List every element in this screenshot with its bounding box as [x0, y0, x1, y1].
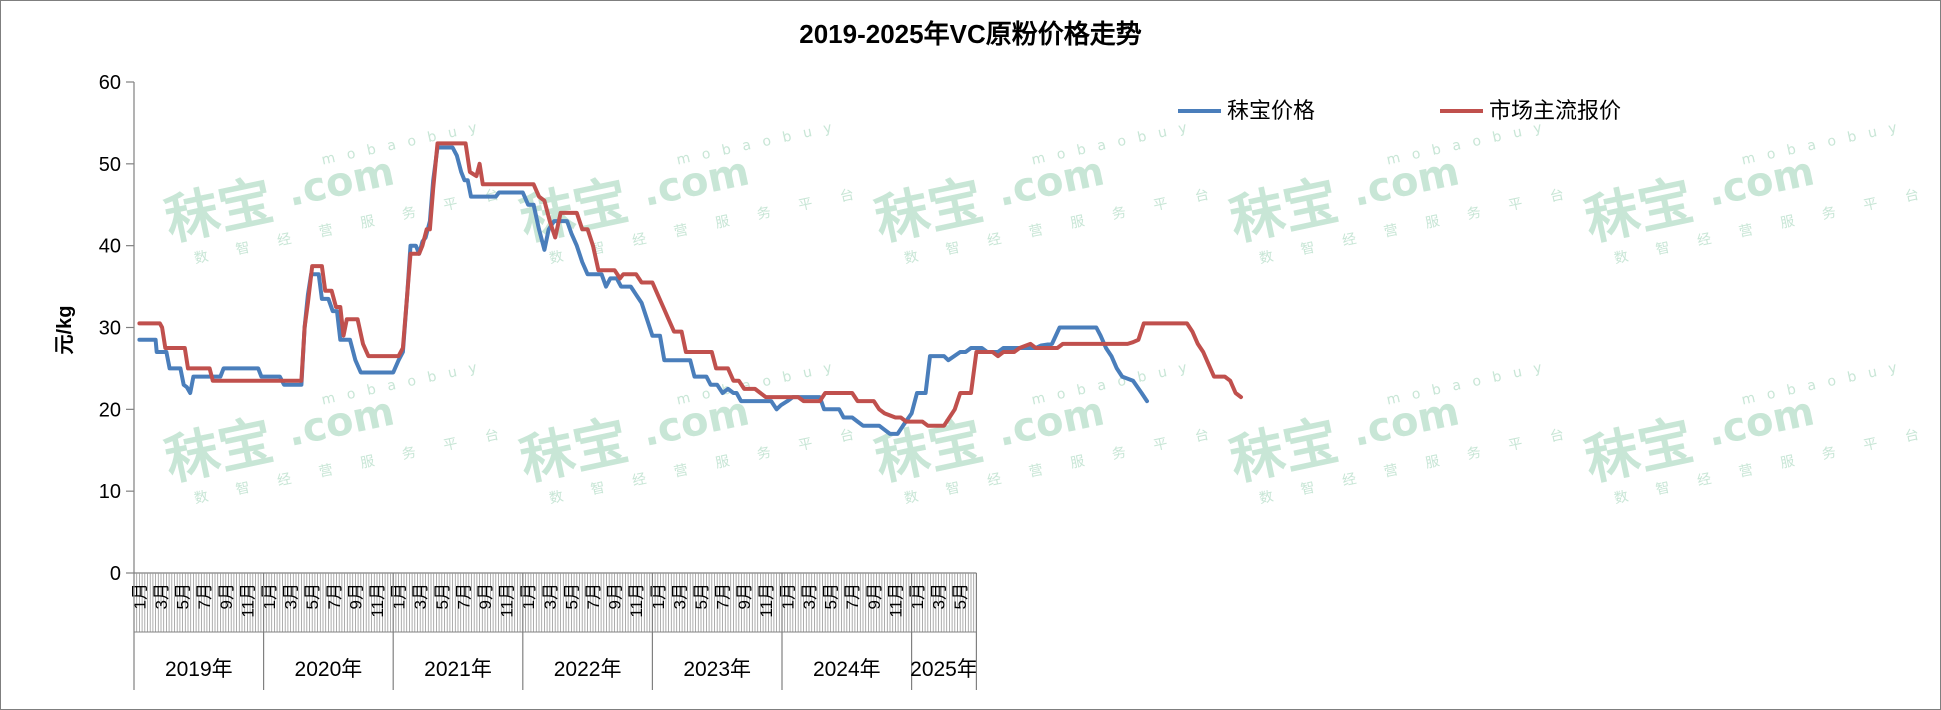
x-month-label: 1月 [649, 583, 668, 609]
x-month-label: 7月 [843, 583, 862, 609]
watermark-brand-top: mobaobuy [1030, 117, 1200, 168]
x-month-label: 1月 [778, 583, 797, 609]
x-year-label: 2022年 [554, 658, 622, 681]
x-month-label: 11月 [886, 583, 905, 618]
x-month-label: 9月 [606, 583, 625, 609]
x-month-label: 7月 [584, 583, 603, 609]
x-month-label: 1月 [130, 583, 149, 609]
series-2 [137, 141, 1243, 428]
x-month-label: 1月 [908, 583, 927, 609]
x-month-label: 7月 [325, 583, 344, 609]
x-month-label: 3月 [152, 583, 171, 609]
x-month-label: 5月 [433, 583, 452, 609]
y-tick-label: 50 [99, 154, 121, 176]
x-month-label: 11月 [368, 583, 387, 618]
series-1 [137, 145, 1149, 436]
x-month-label: 7月 [454, 583, 473, 609]
x-year-label: 2023年 [683, 658, 751, 681]
x-month-label: 3月 [930, 583, 949, 609]
x-month-label: 7月 [195, 583, 214, 609]
x-year-label: 2025年 [910, 658, 978, 681]
x-month-label: 9月 [865, 583, 884, 609]
x-year-label: 2020年 [295, 658, 363, 681]
watermark-brand-top: mobaobuy [1740, 357, 1910, 408]
x-year-label: 2024年 [813, 658, 881, 681]
watermark-brand-top: mobaobuy [320, 357, 490, 408]
y-axis-label: 元/kg [54, 306, 76, 355]
x-month-label: 11月 [498, 583, 517, 618]
x-month-label: 9月 [217, 583, 236, 609]
y-tick-label: 40 [99, 236, 121, 258]
legend-label: 市场主流报价 [1489, 98, 1621, 123]
x-month-label: 1月 [260, 583, 279, 609]
x-month-label: 11月 [757, 583, 776, 618]
x-month-label: 3月 [800, 583, 819, 609]
y-axis: 0 10 20 30 40 50 60 [99, 72, 135, 585]
series-group [137, 141, 1243, 436]
x-year-label: 2019年 [165, 658, 233, 681]
x-month-label: 11月 [238, 583, 257, 618]
x-month-label: 7月 [714, 583, 733, 609]
chart-title: 2019-2025年VC原粉价格走势 [799, 19, 1142, 49]
legend-label: 秣宝价格 [1227, 98, 1315, 123]
legend: 秣宝价格 市场主流报价 [1178, 98, 1621, 123]
x-month-label: 3月 [670, 583, 689, 609]
watermark-brand-top: mobaobuy [1385, 117, 1555, 168]
y-tick-label: 20 [99, 399, 121, 421]
x-month-label: 5月 [562, 583, 581, 609]
watermarks: 秣宝 .commobaobuy数 智 经 营 服 务 平 台秣宝 .commobao… [160, 117, 1933, 507]
series-line [137, 145, 1149, 436]
watermark-brand-top: mobaobuy [1740, 117, 1910, 168]
x-month-label: 3月 [541, 583, 560, 609]
x-month-label: 5月 [822, 583, 841, 609]
y-tick-label: 0 [110, 563, 121, 585]
x-month-label: 9月 [735, 583, 754, 609]
x-month-label: 9月 [346, 583, 365, 609]
x-month-label: 3月 [282, 583, 301, 609]
x-month-label: 5月 [692, 583, 711, 609]
watermark-brand-top: mobaobuy [1385, 357, 1555, 408]
x-year-label: 2021年 [424, 658, 492, 681]
watermark-brand-top: mobaobuy [675, 117, 845, 168]
x-month-label: 5月 [174, 583, 193, 609]
x-month-label: 1月 [519, 583, 538, 609]
x-month-label: 3月 [411, 583, 430, 609]
x-month-label: 5月 [303, 583, 322, 609]
x-month-label: 11月 [627, 583, 646, 618]
y-tick-label: 60 [99, 72, 121, 94]
y-tick-label: 10 [99, 481, 121, 503]
x-month-label: 9月 [476, 583, 495, 609]
x-month-label: 5月 [951, 583, 970, 609]
x-month-label: 1月 [390, 583, 409, 609]
y-tick-label: 30 [99, 318, 121, 340]
